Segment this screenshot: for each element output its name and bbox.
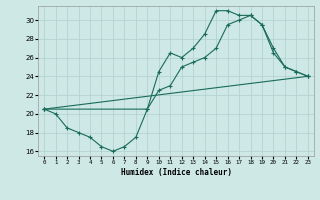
X-axis label: Humidex (Indice chaleur): Humidex (Indice chaleur) (121, 168, 231, 177)
